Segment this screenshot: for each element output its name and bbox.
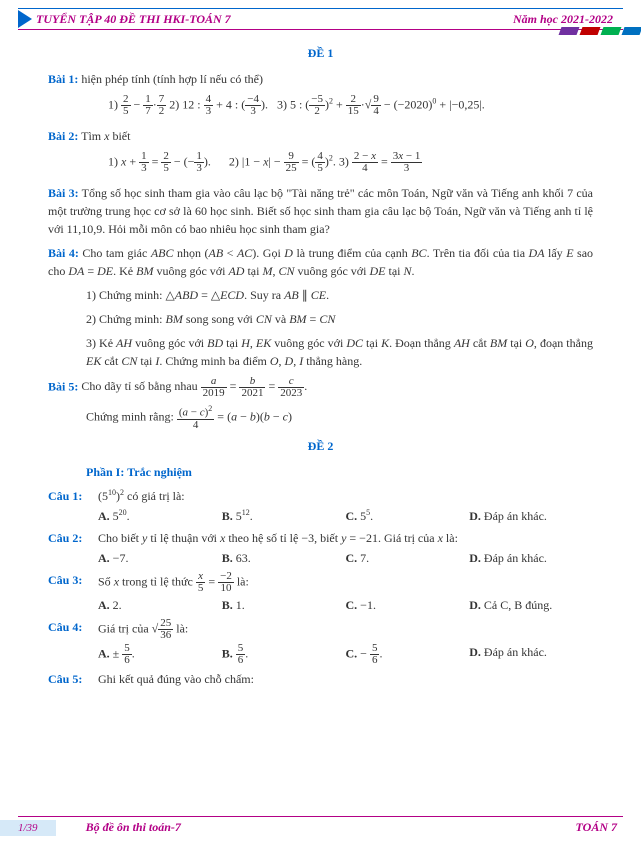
phan-1: Phần I: Trắc nghiệm <box>48 463 593 481</box>
page-header: TUYỂN TẬP 40 ĐỀ THI HKI-TOÁN 7 Năm học 2… <box>18 8 623 30</box>
bai5: Bài 5: Cho dãy tỉ số bằng nhau a2019 = b… <box>48 376 593 399</box>
cau5-label: Câu 5: <box>48 670 98 688</box>
bai1-text: hiện phép tính (tính hợp lí nếu có thể) <box>81 72 263 86</box>
cau2-a: A. −7. <box>98 549 222 567</box>
bai4-lead: Cho tam giác ABC nhọn (AB < AC). Gọi D l… <box>48 246 593 278</box>
cau1-label: Câu 1: <box>48 487 98 525</box>
bai4: Bài 4: Cho tam giác ABC nhọn (AB < AC). … <box>48 244 593 280</box>
cau2-c: C. 7. <box>346 549 470 567</box>
bar-3 <box>601 27 622 35</box>
cau2-label: Câu 2: <box>48 529 98 567</box>
de1-title: ĐỀ 1 <box>48 44 593 62</box>
cau4-q: Giá trị của √2536 là: <box>98 618 593 641</box>
bar-4 <box>622 27 641 35</box>
cau2-d: D. Đáp án khác. <box>469 549 593 567</box>
bai5-label: Bài 5: <box>48 379 78 393</box>
bai2-label: Bài 2: <box>48 129 78 143</box>
bai4-p3: 3) Kẻ AH vuông góc với BD tại H, EK vuôn… <box>48 334 593 370</box>
bar-1 <box>559 27 580 35</box>
cau3-q: Số x trong tỉ lệ thức x5 = −210 là: <box>98 571 593 594</box>
cau2-q: Cho biết y tỉ lệ thuận với x theo hệ số … <box>98 529 593 547</box>
de2-title: ĐỀ 2 <box>48 437 593 455</box>
cau1: Câu 1: (510)2 có giá trị là: A. 520. B. … <box>48 487 593 525</box>
footer-page: 1/39 <box>0 820 56 836</box>
cau4-c: C. − 56. <box>346 643 470 666</box>
cau3: Câu 3: Số x trong tỉ lệ thức x5 = −210 l… <box>48 571 593 614</box>
bai3: Bài 3: Tổng số học sinh tham gia vào câu… <box>48 184 593 238</box>
bai4-p1: 1) Chứng minh: △ABD = △ECD. Suy ra AB ∥ … <box>48 286 593 304</box>
cau1-b: B. 512. <box>222 507 346 525</box>
cau4-b: B. 56. <box>222 643 346 666</box>
cau4: Câu 4: Giá trị của √2536 là: A. ± 56. B.… <box>48 618 593 666</box>
bai4-p2: 2) Chứng minh: BM song song với CN và BM… <box>48 310 593 328</box>
bai5-text: Cho dãy tỉ số bằng nhau a2019 = b2021 = … <box>81 379 307 393</box>
cau3-label: Câu 3: <box>48 571 98 614</box>
bai5-proof: Chứng minh rằng: (a − c)24 = (a − b)(b −… <box>48 405 593 431</box>
cau4-label: Câu 4: <box>48 618 98 666</box>
cau3-c: C. −1. <box>346 596 470 614</box>
page-content: ĐỀ 1 Bài 1: hiện phép tính (tính hợp lí … <box>0 30 641 688</box>
header-title: TUYỂN TẬP 40 ĐỀ THI HKI-TOÁN 7 <box>36 12 513 27</box>
color-bars <box>560 27 641 35</box>
bai1-eq: 1) 25 − 17·72 2) 12 : 43 + 4 : (−43). 3)… <box>48 94 593 117</box>
bai2-eq: 1) x + 13 = 25 − (−13). 2) |1 − x| − 925… <box>48 151 593 174</box>
bai3-label: Bài 3: <box>48 186 79 200</box>
bai1: Bài 1: hiện phép tính (tính hợp lí nếu c… <box>48 70 593 88</box>
cau2: Câu 2: Cho biết y tỉ lệ thuận với x theo… <box>48 529 593 567</box>
bai2: Bài 2: Tìm x biết <box>48 127 593 145</box>
cau1-d: D. Đáp án khác. <box>469 507 593 525</box>
header-year: Năm học 2021-2022 <box>513 12 613 27</box>
cau3-a: A. 2. <box>98 596 222 614</box>
cau3-b: B. 1. <box>222 596 346 614</box>
bai3-text: Tổng số học sinh tham gia vào câu lạc bộ… <box>48 186 593 236</box>
bai1-label: Bài 1: <box>48 72 78 86</box>
cau4-d: D. Đáp án khác. <box>469 643 593 666</box>
cau2-b: B. 63. <box>222 549 346 567</box>
cau1-q: (510)2 có giá trị là: <box>98 487 593 505</box>
page-footer: 1/39 Bộ đề ôn thi toán-7 TOÁN 7 <box>18 816 623 838</box>
cau5-q: Ghi kết quả đúng vào chỗ chấm: <box>98 670 593 688</box>
cau3-d: D. Cả C, B đúng. <box>469 596 593 614</box>
cau5: Câu 5: Ghi kết quả đúng vào chỗ chấm: <box>48 670 593 688</box>
cau4-a: A. ± 56. <box>98 643 222 666</box>
bar-2 <box>580 27 601 35</box>
bai2-text: Tìm x biết <box>81 129 130 143</box>
footer-title: Bộ đề ôn thi toán-7 <box>86 820 576 835</box>
cau1-a: A. 520. <box>98 507 222 525</box>
arrow-decor <box>18 10 32 28</box>
cau1-c: C. 55. <box>346 507 470 525</box>
footer-right: TOÁN 7 <box>576 820 617 835</box>
bai4-label: Bài 4: <box>48 246 79 260</box>
